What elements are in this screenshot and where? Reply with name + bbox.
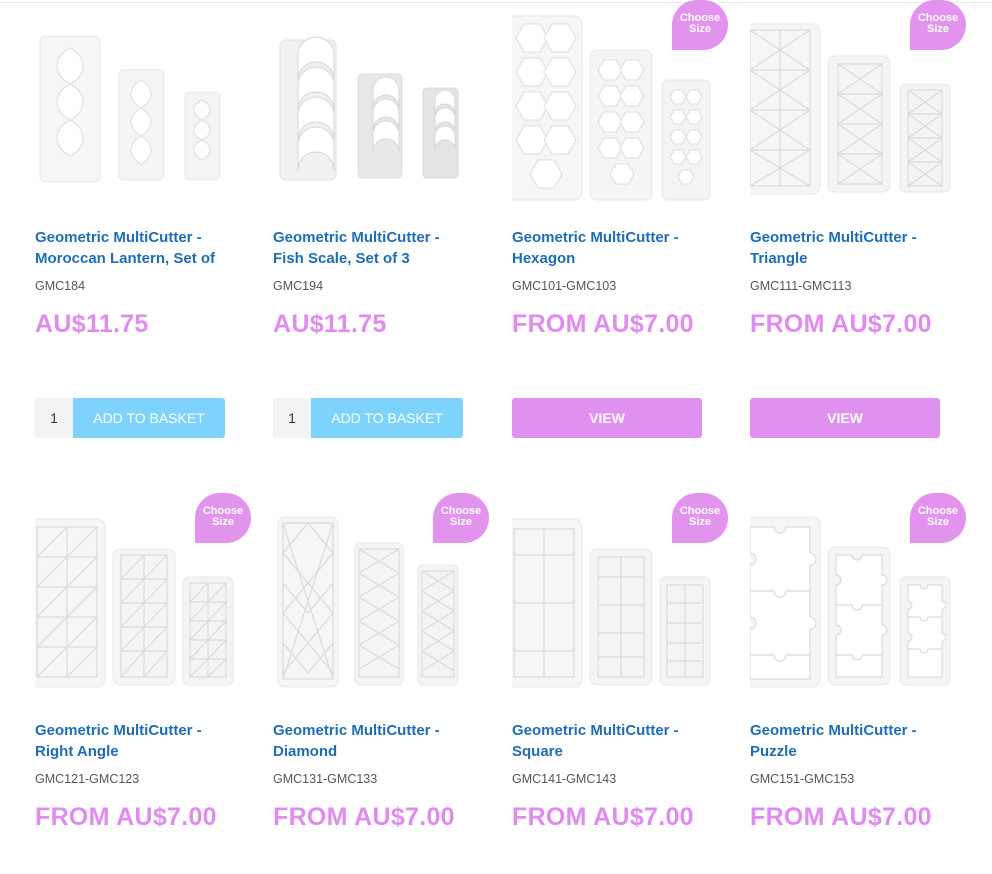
product-sku: GMC101-GMC103 — [512, 279, 617, 293]
quantity-input[interactable]: 1 — [35, 398, 73, 438]
view-button[interactable]: VIEW — [512, 398, 702, 438]
top-divider — [0, 2, 992, 3]
right-angle-icon — [35, 518, 234, 688]
product-title[interactable]: Geometric MultiCutter - Moroccan Lantern,… — [35, 229, 216, 267]
choose-size-badge: Choose Size — [672, 0, 728, 50]
product-price: FROM AU$7.00 — [750, 310, 932, 338]
product-image[interactable]: Choose Size — [750, 0, 966, 210]
hexagon-icon — [512, 15, 711, 201]
product-sku: GMC194 — [273, 279, 324, 293]
choose-size-badge: Choose Size — [910, 0, 966, 50]
choose-size-badge: Choose Size — [910, 493, 966, 543]
square-icon — [512, 518, 711, 688]
product-title[interactable]: Geometric MultiCutter - Puzzle — [750, 722, 917, 760]
product-image[interactable] — [35, 0, 245, 210]
product-sku: GMC131-GMC133 — [273, 772, 378, 786]
view-button[interactable]: VIEW — [750, 398, 940, 438]
product-title[interactable]: Geometric MultiCutter - Right Angle — [35, 722, 202, 760]
product-price: AU$11.75 — [273, 310, 387, 338]
product-title[interactable]: Geometric MultiCutter - Triangle — [750, 229, 917, 267]
product-image[interactable] — [273, 0, 483, 210]
fish-scale-icon — [279, 36, 459, 181]
puzzle-icon — [750, 516, 951, 688]
lantern-icon — [39, 35, 221, 183]
product-image[interactable]: Choose Size — [35, 493, 251, 703]
product-sku: GMC151-GMC153 — [750, 772, 855, 786]
product-price: FROM AU$7.00 — [750, 803, 932, 831]
product-title[interactable]: Geometric MultiCutter - Fish Scale, Set o… — [273, 229, 440, 267]
product-sku: GMC111-GMC113 — [750, 279, 852, 293]
product-sku: GMC121-GMC123 — [35, 772, 140, 786]
product-image[interactable]: Choose Size — [273, 493, 489, 703]
triangle-icon — [750, 23, 951, 195]
product-title[interactable]: Geometric MultiCutter - Diamond — [273, 722, 440, 760]
add-to-basket-button[interactable]: ADD TO BASKET — [311, 398, 463, 438]
choose-size-badge: Choose Size — [195, 493, 251, 543]
product-price: FROM AU$7.00 — [273, 803, 455, 831]
quantity-input[interactable]: 1 — [273, 398, 311, 438]
product-price: FROM AU$7.00 — [35, 803, 217, 831]
choose-size-badge: Choose Size — [672, 493, 728, 543]
product-image[interactable]: Choose Size — [750, 493, 966, 703]
product-title[interactable]: Geometric MultiCutter - Hexagon — [512, 229, 679, 267]
product-price: AU$11.75 — [35, 310, 149, 338]
product-sku: GMC141-GMC143 — [512, 772, 617, 786]
product-price: FROM AU$7.00 — [512, 803, 694, 831]
product-title[interactable]: Geometric MultiCutter - Square — [512, 722, 679, 760]
product-sku: GMC184 — [35, 279, 86, 293]
product-price: FROM AU$7.00 — [512, 310, 694, 338]
add-to-basket-button[interactable]: ADD TO BASKET — [73, 398, 225, 438]
product-image[interactable]: Choose Size — [512, 0, 728, 210]
product-image[interactable]: Choose Size — [512, 493, 728, 703]
diamond-icon — [277, 516, 459, 688]
choose-size-badge: Choose Size — [433, 493, 489, 543]
